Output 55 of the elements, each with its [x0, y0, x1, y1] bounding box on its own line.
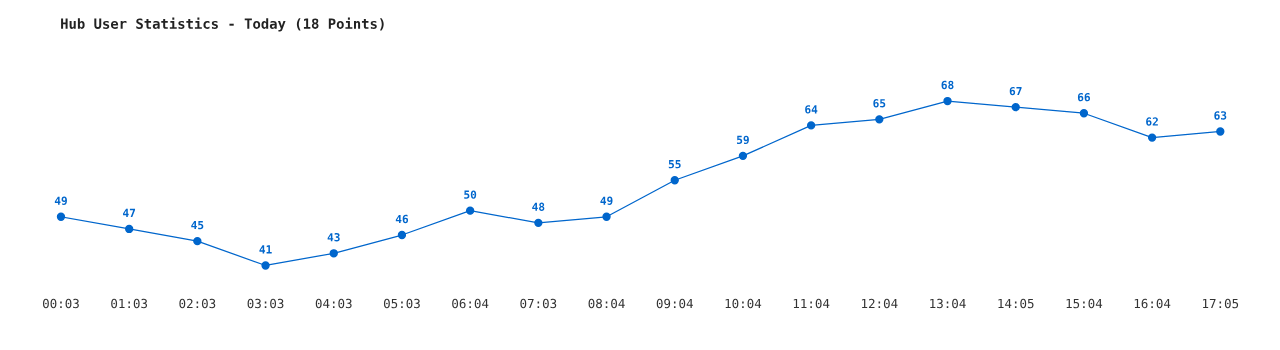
point	[261, 261, 270, 270]
point	[1011, 102, 1020, 112]
x-tick-label: 11:04	[793, 298, 830, 309]
point	[602, 212, 611, 221]
x-tick-label: 08:04	[588, 298, 625, 309]
x-tick-label: 09:04	[656, 298, 693, 309]
chart-title: Hub User Statistics - Today (18 Points)	[61, 17, 384, 32]
data-label: 45	[191, 220, 204, 230]
data-label: 59	[737, 135, 749, 145]
point	[193, 236, 202, 246]
data-label: 49	[54, 196, 67, 205]
data-label: 66	[1077, 92, 1090, 102]
x-tick-label: 12:04	[862, 298, 898, 309]
point	[1079, 109, 1089, 118]
point	[56, 212, 66, 221]
data-label: 65	[873, 99, 886, 108]
point	[465, 206, 475, 215]
point	[1216, 127, 1225, 136]
x-tick-label: 13:04	[930, 298, 966, 309]
x-tick-label: 02:03	[179, 298, 216, 309]
point	[806, 121, 816, 130]
x-tick-label: 05:03	[383, 298, 420, 309]
x-tick-label: 07:03	[520, 298, 557, 309]
x-tick-label: 00:03	[42, 298, 79, 309]
point	[875, 115, 884, 124]
point	[125, 224, 134, 234]
data-label: 62	[1146, 117, 1158, 126]
data-label: 47	[123, 208, 136, 217]
x-tick-label: 04:03	[315, 298, 352, 309]
data-label: 49	[600, 196, 613, 205]
x-tick-label: 16:04	[1134, 298, 1171, 309]
point	[1147, 133, 1157, 142]
point	[534, 218, 543, 228]
data-label: 64	[805, 105, 818, 114]
data-label: 46	[395, 214, 409, 224]
data-label: 50	[464, 190, 477, 199]
point	[329, 249, 338, 258]
point	[943, 96, 952, 106]
data-label: 67	[1009, 86, 1022, 96]
data-label: 41	[259, 245, 272, 254]
x-tick-label: 03:03	[247, 298, 284, 309]
x-tick-label: 06:04	[452, 298, 489, 309]
data-label: 48	[532, 202, 545, 211]
data-label: 63	[1214, 111, 1227, 120]
x-tick-label: 14:05	[998, 298, 1034, 309]
data-label: 68	[941, 80, 954, 90]
data-label: 43	[327, 233, 340, 242]
x-tick-label: 10:04	[725, 298, 762, 309]
point	[397, 230, 407, 240]
point	[738, 151, 748, 161]
point	[670, 176, 679, 185]
data-label: 55	[668, 160, 681, 169]
x-tick-label: 01:03	[111, 298, 148, 309]
x-tick-label: 17:05	[1202, 298, 1239, 309]
x-tick-label: 15:04	[1066, 298, 1103, 309]
